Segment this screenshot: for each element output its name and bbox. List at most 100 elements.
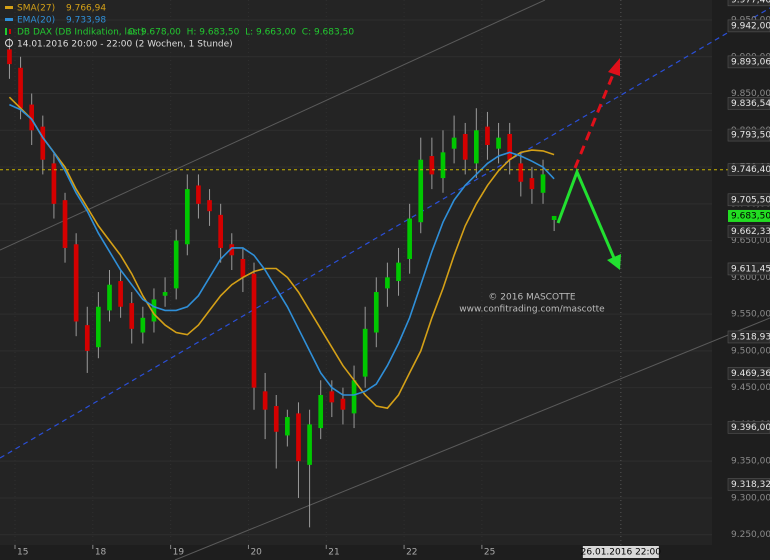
candle-body: [518, 163, 524, 182]
x-tick-label: 25: [484, 548, 495, 558]
candle-body: [162, 292, 168, 296]
candle-body: [207, 200, 212, 212]
clock-icon: [5, 39, 13, 47]
price-marker-label: 9.318,32: [731, 480, 770, 490]
candle-body: [84, 325, 90, 351]
y-tick-label: 9.850,00: [731, 89, 770, 99]
price-marker-box: [728, 209, 770, 222]
price-marker-box: [727, 262, 770, 276]
x-tick-label: 21: [328, 548, 339, 558]
candle-body: [407, 218, 412, 259]
price-marker-box: [727, 330, 770, 344]
candle-body: [451, 137, 457, 149]
candle-body: [196, 185, 201, 204]
candle-body: [18, 67, 23, 109]
candle-body: [507, 133, 513, 160]
price-marker-label: 9.793,50: [731, 131, 770, 141]
price-marker-box: [727, 0, 770, 7]
candle-body: [184, 189, 190, 245]
candle-body: [396, 262, 401, 282]
subtitle: 14.01.2016 20:00 - 22:00 (2 Wochen, 1 St…: [17, 40, 233, 50]
candle-body: [429, 156, 435, 175]
legend-value: 9.733,98: [66, 16, 106, 26]
candle-body: [340, 398, 346, 410]
channel-lower: [174, 317, 770, 560]
candle-body: [240, 258, 246, 278]
candle-body: [129, 303, 135, 329]
candle-body: [373, 292, 379, 333]
y-tick-label: 9.250,00: [731, 530, 770, 540]
candle-body: [40, 126, 46, 160]
price-marker-box: [727, 225, 770, 238]
candle-body: [151, 299, 157, 322]
candle-body: [51, 163, 57, 204]
price-marker-box: [727, 193, 770, 207]
x-tick-label: 19: [173, 548, 185, 558]
price-marker-box: [727, 128, 770, 142]
price-marker-box: [727, 97, 770, 110]
legend-label: DB DAX (DB Indikation, last): [17, 28, 144, 38]
y-tick-label: 9.550,00: [731, 310, 770, 320]
candle-body: [485, 126, 490, 145]
candle-body: [351, 380, 357, 414]
candle-body: [118, 281, 123, 307]
legend-label: SMA(27): [17, 4, 55, 14]
candle-body: [473, 130, 479, 164]
y-tick-label: 9.650,00: [731, 236, 770, 246]
candle-body: [140, 317, 146, 333]
candle-body: [251, 273, 257, 388]
grid: [14, 0, 622, 545]
price-marker-label: 9.705,50: [731, 195, 770, 205]
price-marker-label: 9.836,54: [731, 99, 770, 109]
legend-ohlc: O: 9.678,00 H: 9.683,50 L: 9.663,00 C: 9…: [128, 28, 354, 38]
y-tick-label: 9.350,00: [731, 457, 770, 467]
indicator-line: [9, 103, 555, 396]
candle-body: [496, 137, 501, 149]
arrow-down: [556, 167, 616, 259]
candle-body: [551, 215, 557, 220]
x-tick-label: 15: [17, 548, 28, 558]
candle-body: [529, 178, 535, 190]
candle-body: [7, 49, 12, 65]
candle-body: [307, 424, 312, 465]
candle-body: [462, 133, 468, 160]
arrow-up: [573, 71, 616, 169]
legend-swatch: [5, 18, 13, 21]
candle-body: [107, 284, 112, 311]
price-marker-box: [727, 421, 770, 434]
legend: SMA(27) 9.766,94 EMA(20) 9.733,98 DB DAX…: [5, 4, 354, 50]
candle-body: [385, 277, 390, 289]
price-marker-label: 9.396,00: [731, 423, 770, 433]
legend-swatch: [5, 6, 13, 9]
price-marker-box: [727, 19, 770, 33]
x-tick-label: 22: [406, 548, 417, 558]
time-marker-label: 26.01.2016 22:00: [581, 548, 662, 558]
y-tick-label: 9.500,00: [731, 346, 770, 356]
price-marker-label: 9.942,00: [731, 21, 770, 31]
y-tick-label: 9.600,00: [731, 273, 770, 283]
candle-body: [29, 104, 35, 131]
forecast-arrows: [556, 58, 621, 270]
legend-value: 9.766,94: [66, 4, 106, 14]
candle-body: [229, 244, 235, 256]
legend-label: EMA(20): [17, 16, 55, 26]
arrow-head-up: [608, 58, 620, 76]
candle-body: [440, 152, 446, 179]
time-marker-box: [582, 546, 659, 558]
candle-body: [285, 417, 290, 436]
candle-body: [73, 244, 79, 322]
indicator-line: [8, 96, 555, 410]
candle-body: [218, 214, 223, 248]
candle-body: [96, 306, 101, 348]
candle-body: [362, 328, 368, 377]
price-marker-label: 9.977,46: [731, 0, 770, 5]
candle-body: [540, 174, 546, 193]
candle-body: [418, 159, 424, 223]
price-marker-label: 9.746,40: [731, 165, 770, 175]
channel-upper: [0, 0, 546, 251]
watermark-line: www.confitrading.com/mascotte: [459, 305, 605, 315]
